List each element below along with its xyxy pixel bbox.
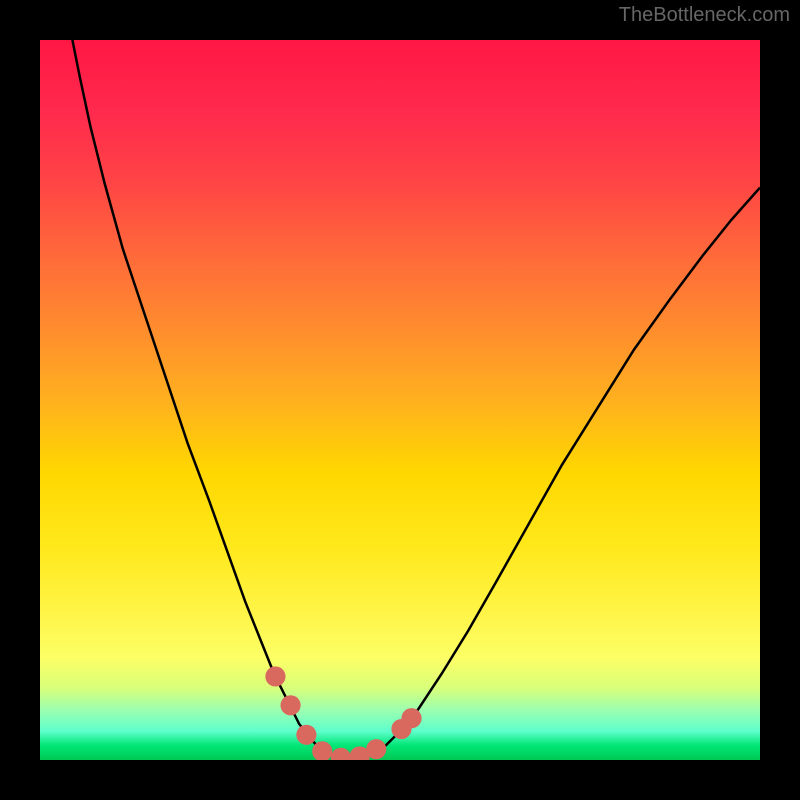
watermark-text: TheBottleneck.com xyxy=(619,4,790,27)
data-marker xyxy=(280,695,300,715)
data-marker xyxy=(265,666,285,686)
data-marker xyxy=(331,748,351,760)
bottleneck-curve xyxy=(72,40,760,758)
data-markers xyxy=(265,666,421,760)
curve-layer xyxy=(40,40,760,760)
data-marker xyxy=(401,708,421,728)
chart-container: TheBottleneck.com xyxy=(0,0,800,800)
data-marker xyxy=(296,725,316,745)
data-marker xyxy=(366,739,386,759)
plot-area xyxy=(40,40,760,760)
